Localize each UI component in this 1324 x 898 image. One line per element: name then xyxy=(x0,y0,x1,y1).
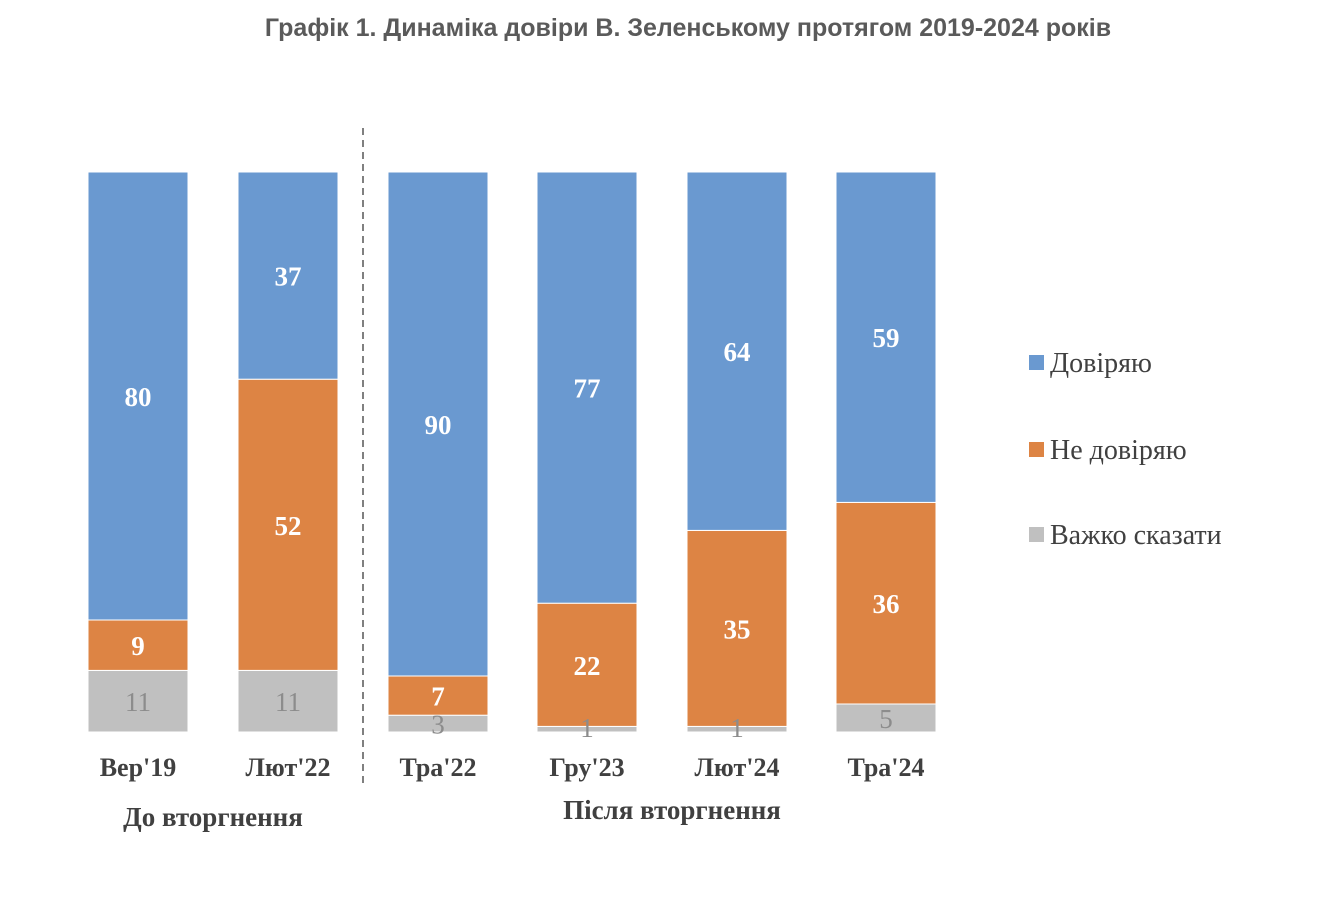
legend-label-довіряю: Довіряю xyxy=(1050,348,1152,379)
legend-label-важко-сказати: Важко сказати xyxy=(1050,520,1222,551)
legend: Довіряю Не довіряю Важко сказати xyxy=(1029,348,1222,551)
value-label-довіряю-4: 77 xyxy=(574,374,601,404)
value-label-не-довіряю-5: 35 xyxy=(724,614,751,644)
bar-довіряю-1 xyxy=(87,171,189,621)
value-label-не-довіряю-4: 22 xyxy=(574,651,601,681)
value-label-важко-сказати-5: 1 xyxy=(730,713,744,743)
bar-не-довіряю-3 xyxy=(387,675,489,716)
value-label-важко-сказати-2: 11 xyxy=(275,687,301,717)
bar-не-довіряю-4 xyxy=(536,602,638,727)
legend-swatch-довіряю xyxy=(1029,355,1044,370)
group-label-1: До вторгнення xyxy=(123,802,303,832)
bar-не-довіряю-6 xyxy=(835,501,937,705)
category-label-2: Лют'22 xyxy=(246,753,331,782)
value-label-не-довіряю-1: 9 xyxy=(131,631,145,661)
bar-важко-сказати-1 xyxy=(87,669,189,733)
category-label-4: Гру'23 xyxy=(549,753,624,782)
category-label-5: Лют'24 xyxy=(695,753,780,782)
value-label-довіряю-6: 59 xyxy=(873,323,900,353)
bar-довіряю-4 xyxy=(536,171,638,604)
group-label-2: Після вторгнення xyxy=(563,795,781,825)
value-label-довіряю-2: 37 xyxy=(275,262,302,292)
category-label-3: Тра'22 xyxy=(399,753,476,782)
category-label-6: Тра'24 xyxy=(847,753,924,782)
value-label-не-довіряю-3: 7 xyxy=(431,682,445,712)
category-label-1: Вер'19 xyxy=(100,753,177,782)
value-label-важко-сказати-6: 5 xyxy=(879,704,893,734)
bars-layer xyxy=(87,171,937,733)
value-label-не-довіряю-6: 36 xyxy=(873,589,900,619)
category-axis: Вер'19 Лют'22 Тра'22 Гру'23 Лют'24 Тра'24 До в… xyxy=(100,128,925,832)
bar-не-довіряю-5 xyxy=(686,529,788,727)
bar-важко-сказати-6 xyxy=(835,703,937,733)
chart-title: Графік 1. Динаміка довіри В. Зеленському… xyxy=(264,14,1112,42)
value-label-важко-сказати-1: 11 xyxy=(125,687,151,717)
legend-swatch-не-довіряю xyxy=(1029,442,1044,457)
bar-не-довіряю-2 xyxy=(237,378,339,671)
bar-довіряю-2 xyxy=(237,171,339,380)
value-label-довіряю-3: 90 xyxy=(425,410,452,440)
bar-довіряю-6 xyxy=(835,171,937,503)
bar-довіряю-3 xyxy=(387,171,489,677)
value-label-важко-сказати-4: 1 xyxy=(580,713,594,743)
bar-важко-сказати-2 xyxy=(237,669,339,733)
value-label-довіряю-5: 64 xyxy=(724,337,751,367)
labels-layer: 11 9 80 11 52 37 37 90 1 22 77 1 35 64 5 36 59 xyxy=(125,262,900,743)
value-label-довіряю-1: 80 xyxy=(125,382,152,412)
legend-swatch-важко-сказати xyxy=(1029,527,1044,542)
value-label-важко-сказати-3: 3 xyxy=(431,710,445,740)
bar-довіряю-5 xyxy=(686,171,788,531)
legend-label-не-довіряю: Не довіряю xyxy=(1050,435,1187,466)
value-label-не-довіряю-2: 52 xyxy=(275,511,302,541)
